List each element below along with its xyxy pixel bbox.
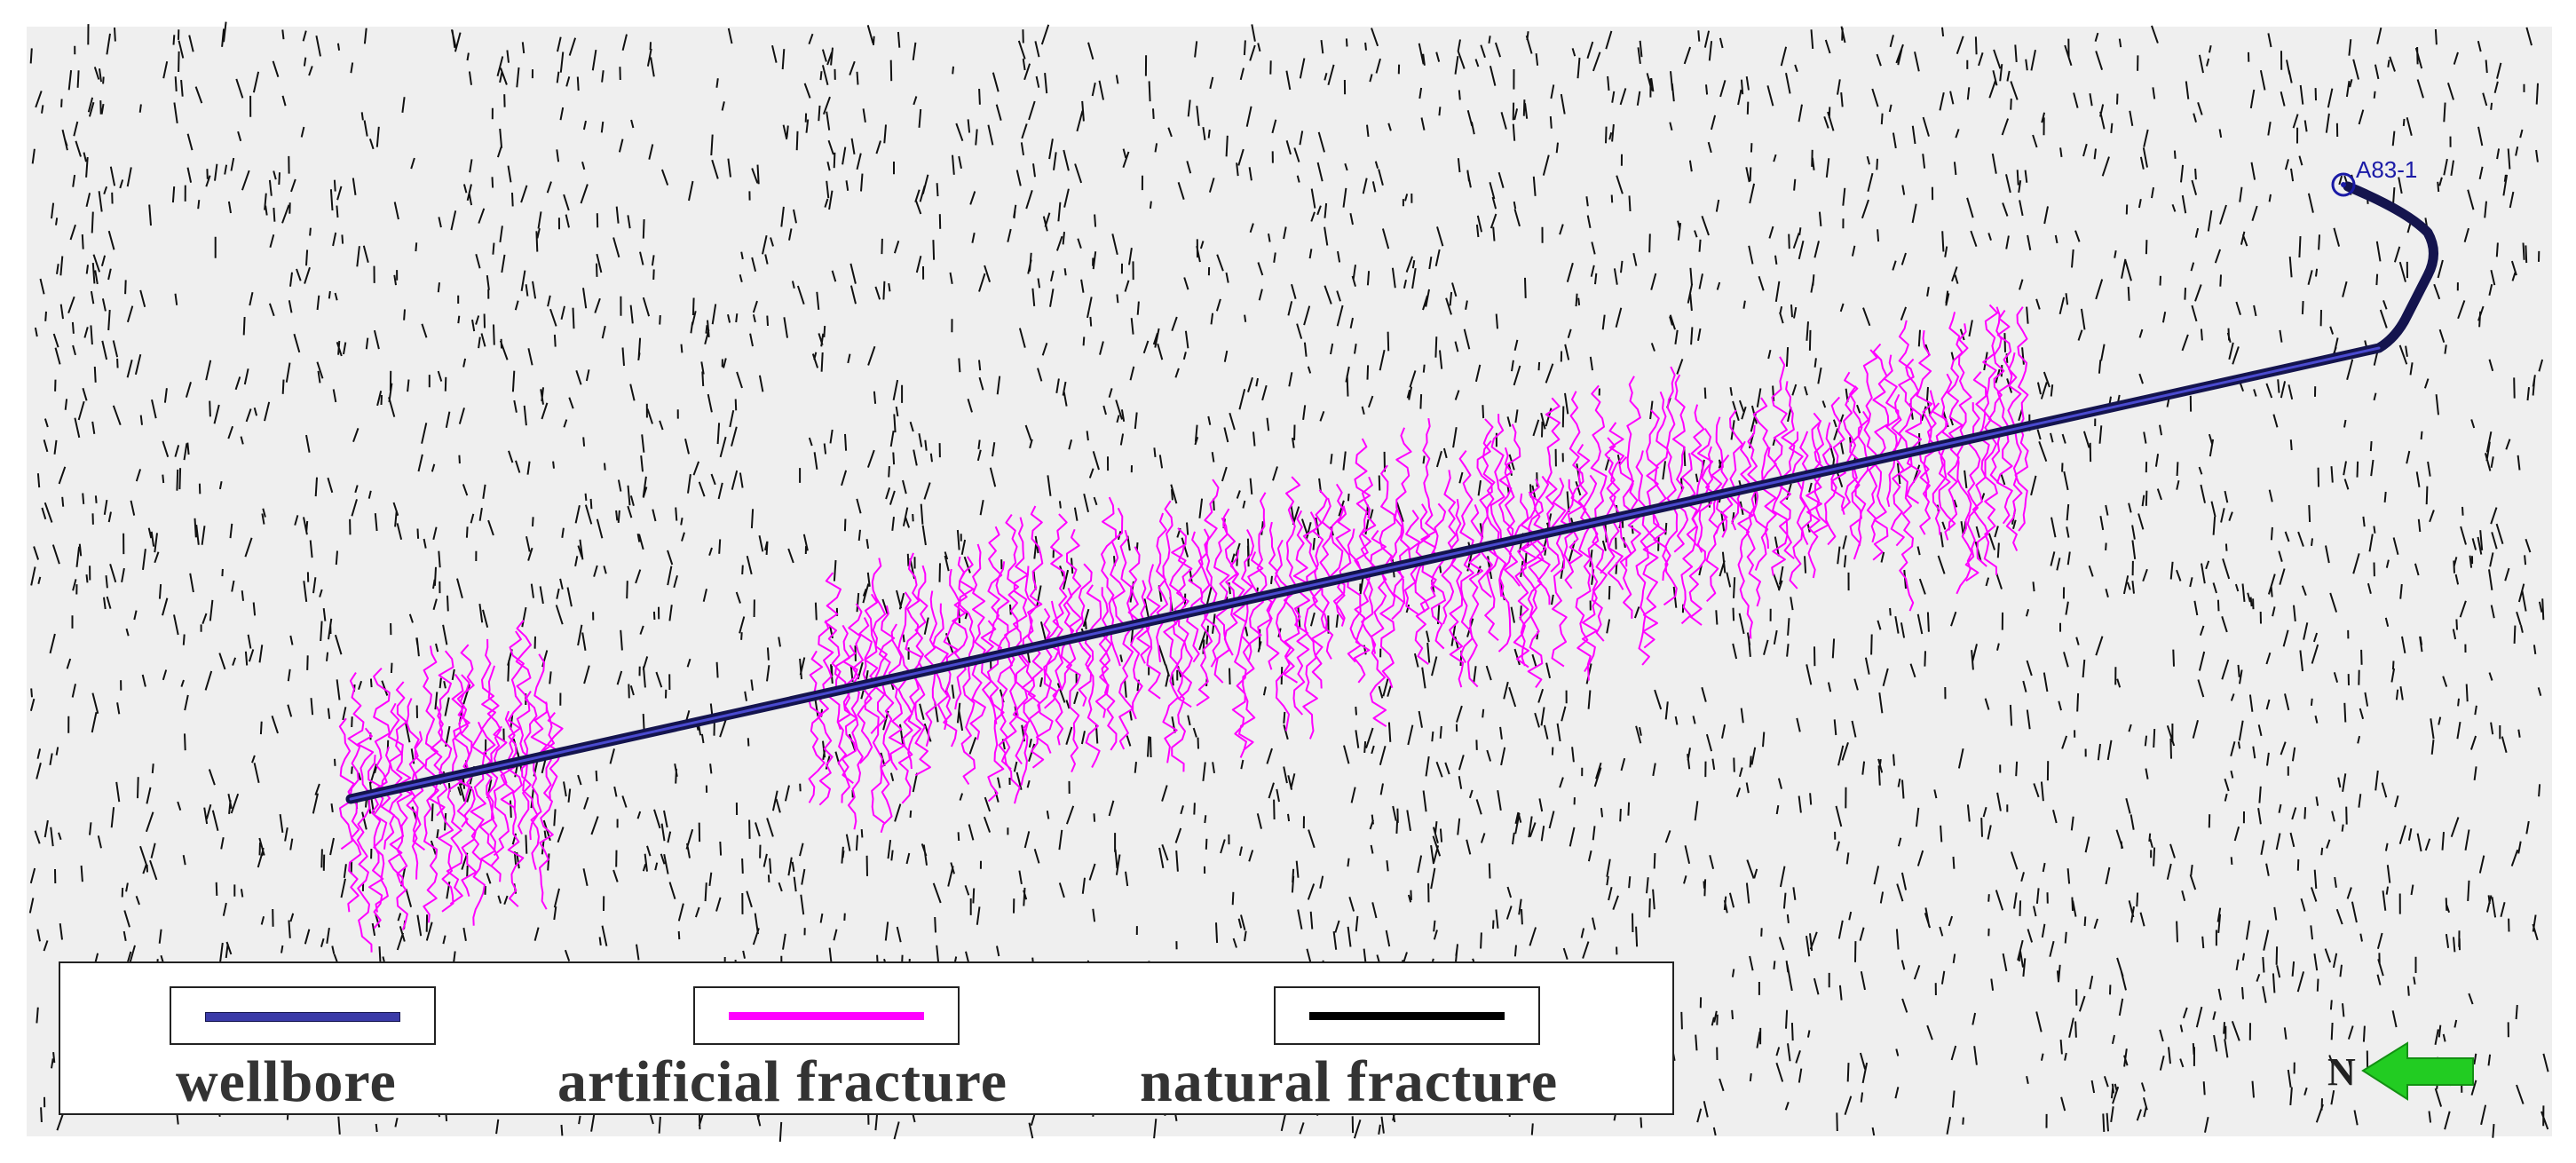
legend-label-artificial-fracture: artificial fracture — [557, 1049, 1008, 1114]
legend-line-natural-fracture — [1309, 1012, 1505, 1020]
legend: wellbore artificial fracture natural fra… — [59, 961, 1674, 1115]
legend-label-wellbore: wellbore — [176, 1049, 397, 1114]
legend-swatch-natural-fracture — [1274, 986, 1540, 1045]
north-compass: N — [2327, 1041, 2474, 1101]
legend-label-natural-fracture: natural fracture — [1140, 1049, 1559, 1114]
well-marker: A83-1 — [2331, 156, 2417, 197]
wellbore-path — [345, 181, 2438, 804]
well-head-icon — [2331, 172, 2356, 197]
north-arrow-icon — [2361, 1041, 2474, 1101]
well-label: A83-1 — [2356, 156, 2417, 183]
legend-line-wellbore — [205, 1012, 400, 1022]
wellbore-line — [345, 181, 2438, 804]
legend-line-artificial-fracture — [729, 1012, 924, 1020]
north-label: N — [2327, 1050, 2356, 1094]
artificial-fractures — [338, 304, 2029, 953]
legend-swatch-wellbore — [170, 986, 436, 1045]
legend-swatch-artificial-fracture — [693, 986, 960, 1045]
wellbore-highlight — [349, 346, 2381, 801]
artificial-fracture-marks — [338, 304, 2029, 953]
well-head-dot — [2341, 182, 2346, 187]
map-area — [27, 27, 2552, 1136]
